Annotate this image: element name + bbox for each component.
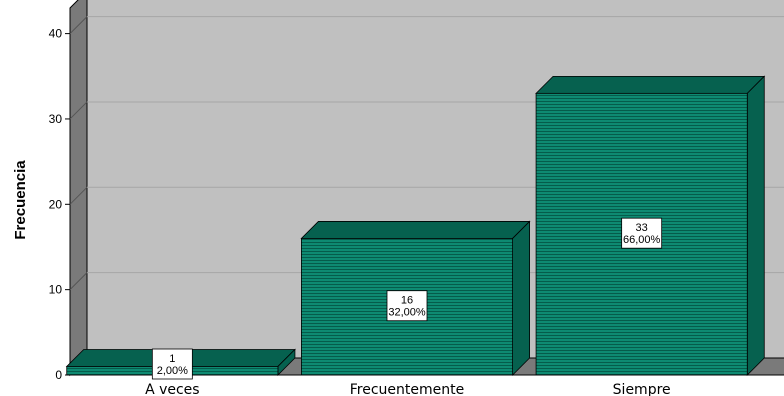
bar-top [535,75,766,94]
bar-side [746,75,765,376]
x-tick-label: Frecuentemente [350,382,464,396]
bar-group: 12,00% [65,348,296,380]
data-label-percent: 2,00% [157,365,188,377]
x-tick-label: A veces [145,382,200,396]
bar-top [300,221,531,239]
grid-line-side [69,101,88,120]
data-label-percent: 66,00% [623,234,661,246]
y-tick-label: 20 [49,197,63,211]
left-wall [69,0,88,377]
y-tick-label: 0 [55,368,62,382]
y-axis-ticks: 0 10 20 30 40 [49,27,70,382]
bar-side [512,220,530,376]
y-tick-label: 40 [49,27,63,41]
x-axis-categories: A veces Frecuentemente Siempre [145,382,671,396]
data-label-box [621,217,663,249]
grid-line-side [69,16,88,34]
grid-line-side [69,272,88,291]
data-label-count: 16 [401,295,413,307]
y-tick-label: 30 [49,112,63,126]
data-label-count: 33 [636,222,648,234]
y-axis-label: Frecuencia [12,160,29,240]
y-tick-label: 10 [49,283,63,297]
grid-line-side [69,186,88,205]
data-label-percent: 32,00% [388,307,426,319]
data-label-count: 1 [169,353,175,365]
x-tick-label: Siempre [613,382,671,396]
data-label-box [151,348,193,380]
data-label-box [386,290,428,322]
